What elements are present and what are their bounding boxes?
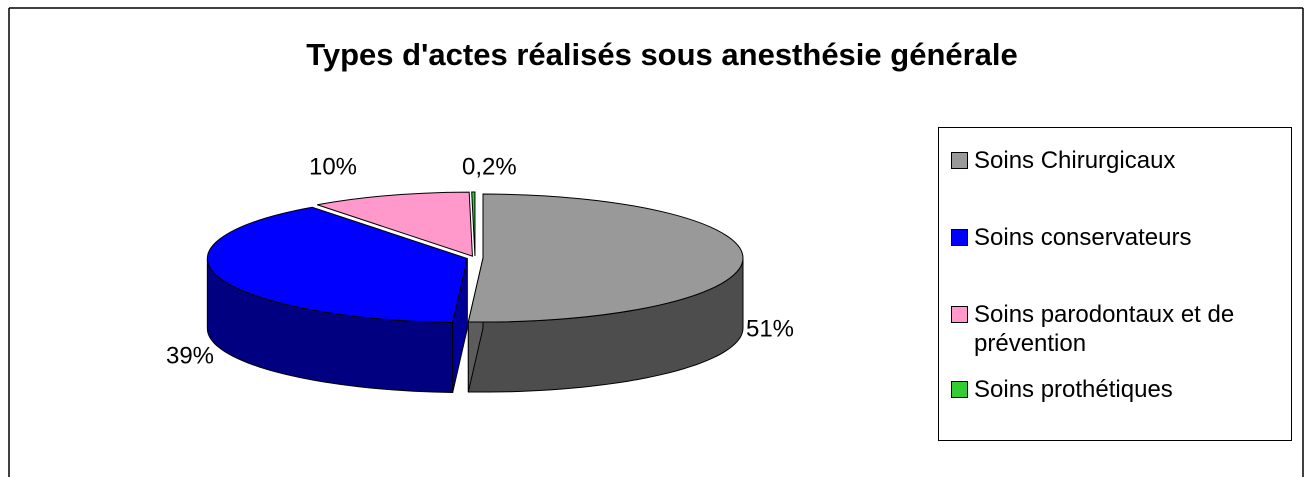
legend-swatch bbox=[951, 306, 968, 323]
legend-label: Soins prothétiques bbox=[974, 376, 1173, 403]
legend-swatch bbox=[951, 152, 968, 169]
legend-item: Soins Chirurgicaux bbox=[951, 146, 1291, 175]
slice bbox=[206, 206, 468, 323]
legend: Soins Chirurgicaux Soins conservateurs Soi… bbox=[938, 127, 1292, 441]
legend-label: Soins Chirurgicaux bbox=[974, 147, 1176, 174]
tops bbox=[206, 191, 744, 323]
legend-item: Soins conservateurs bbox=[951, 223, 1291, 252]
legend-label: Soins conservateurs bbox=[974, 224, 1192, 251]
slice bbox=[467, 193, 744, 323]
data-label: 0,2% bbox=[462, 153, 517, 180]
legend-swatch bbox=[951, 381, 968, 398]
slice bbox=[317, 191, 473, 257]
legend-item: Soins prothétiques bbox=[951, 375, 1291, 404]
data-label: 10% bbox=[309, 153, 357, 180]
pie bbox=[206, 191, 744, 393]
legend-item: Soins parodontaux et de prévention bbox=[951, 300, 1291, 358]
slice bbox=[471, 191, 476, 257]
data-label: 51% bbox=[746, 315, 794, 342]
legend-label: Soins parodontaux et de prévention bbox=[974, 301, 1235, 357]
legend-swatch bbox=[951, 229, 968, 246]
data-label: 39% bbox=[166, 342, 214, 369]
chart-title: Types d'actes réalisés sous anesthésie g… bbox=[306, 37, 1018, 72]
